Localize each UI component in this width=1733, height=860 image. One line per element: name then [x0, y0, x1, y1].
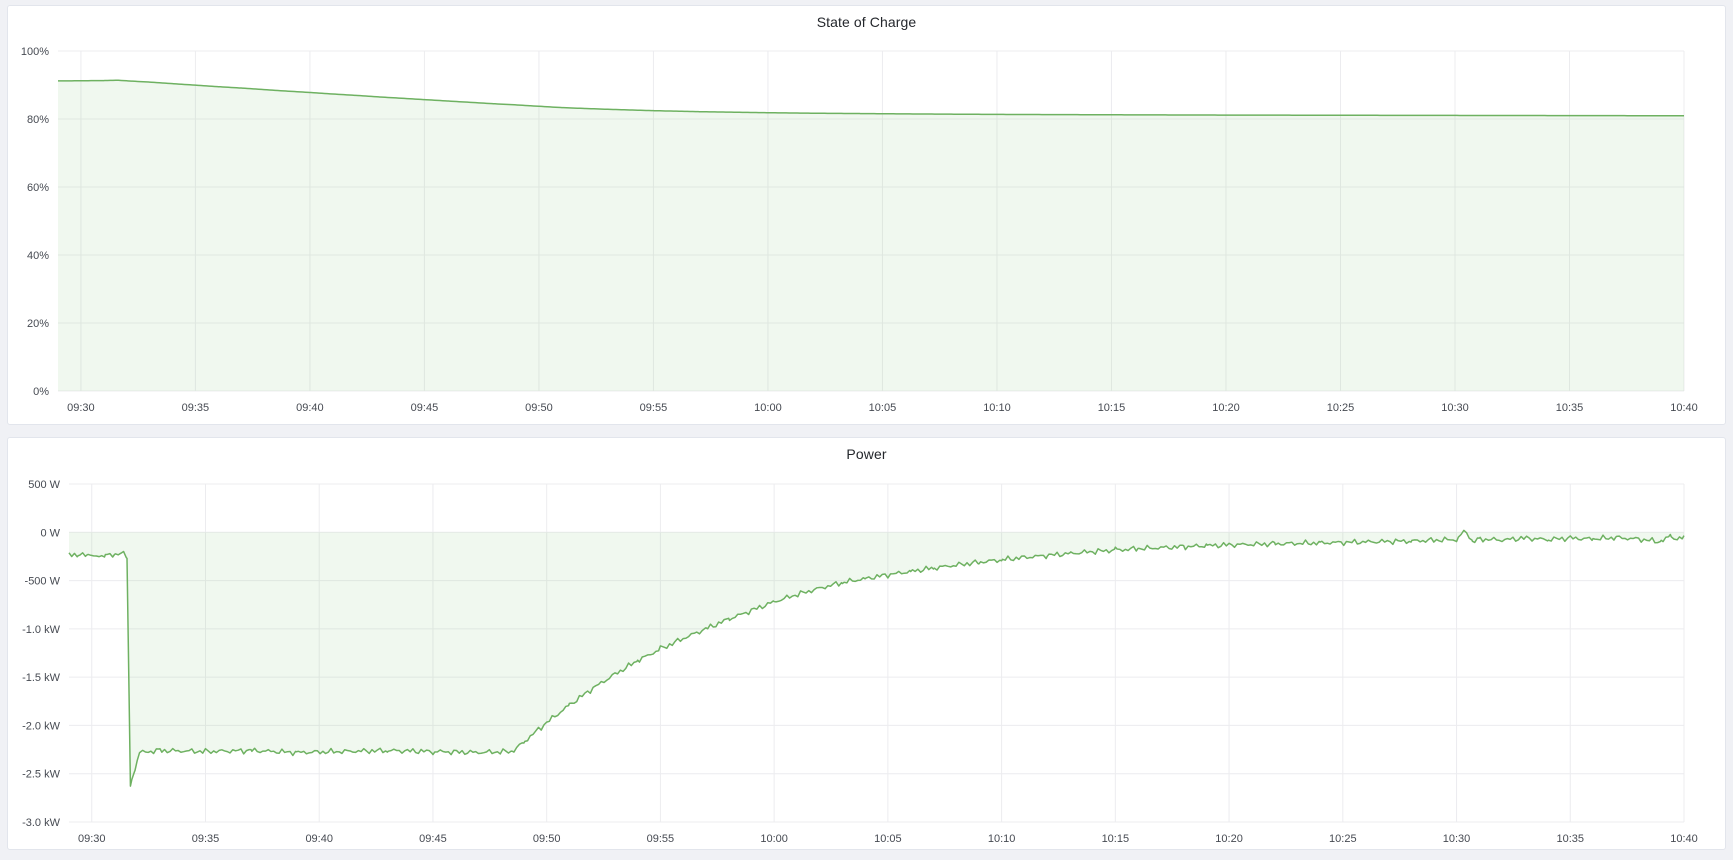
grid	[69, 483, 1685, 823]
y-axis-label: -500 W	[25, 576, 61, 588]
x-axis-label: 10:40	[1670, 833, 1698, 845]
x-axis-label: 10:00	[754, 402, 782, 414]
x-axis-label: 10:30	[1443, 833, 1471, 845]
series-fill	[58, 80, 1684, 392]
x-axis-label: 09:30	[78, 833, 106, 845]
x-axis-label: 09:55	[640, 402, 668, 414]
y-axis-label: -1.0 kW	[22, 624, 61, 636]
x-axis-label: 10:15	[1102, 833, 1130, 845]
y-axis-label: 500 W	[28, 479, 60, 491]
y-axis-label: 0 W	[40, 527, 60, 539]
y-axis-label: -3.0 kW	[22, 817, 61, 829]
x-axis-label: 09:50	[525, 402, 553, 414]
y-axis-label: 40%	[27, 250, 49, 262]
x-axis-label: 10:20	[1212, 402, 1240, 414]
panel-power: Power 500 W 0 W -500 W -1.0 kW -1.5 kW -2.0 k…	[7, 437, 1726, 850]
series-line	[57, 79, 1684, 117]
y-axis-label: -2.5 kW	[22, 769, 61, 781]
y-axis-label: -1.5 kW	[22, 672, 61, 684]
axis-labels: 100% 80% 60% 40% 20% 0% 09:30 09:35 09:40 09:45 09…	[21, 46, 1698, 414]
x-axis-label: 10:35	[1557, 833, 1585, 845]
x-axis-label: 10:20	[1215, 833, 1243, 845]
y-axis-label: -2.0 kW	[22, 720, 61, 732]
y-axis-label: 60%	[27, 182, 49, 194]
x-axis-label: 10:10	[988, 833, 1016, 845]
series-line	[68, 529, 1685, 787]
y-axis-label: 0%	[33, 386, 49, 398]
axis-labels: 500 W 0 W -500 W -1.0 kW -1.5 kW -2.0 kW -2.5 …	[22, 479, 1698, 845]
x-axis-label: 09:35	[182, 402, 210, 414]
x-axis-label: 10:05	[874, 833, 902, 845]
y-axis-label: 80%	[27, 114, 49, 126]
x-axis-label: 10:00	[760, 833, 788, 845]
x-axis-label: 09:45	[411, 402, 439, 414]
x-axis-label: 09:30	[67, 402, 95, 414]
x-axis-label: 10:25	[1327, 402, 1355, 414]
x-axis-label: 09:35	[192, 833, 220, 845]
x-axis-label: 10:25	[1329, 833, 1357, 845]
x-axis-label: 09:40	[305, 833, 333, 845]
panel-title-state-of-charge[interactable]: State of Charge	[816, 14, 917, 30]
x-axis-label: 10:40	[1670, 402, 1698, 414]
x-axis-label: 10:15	[1098, 402, 1126, 414]
y-axis-label: 100%	[21, 46, 49, 58]
x-axis-label: 09:50	[533, 833, 561, 845]
x-axis-label: 10:10	[983, 402, 1011, 414]
grid	[58, 50, 1685, 392]
state-of-charge-chart[interactable]: 100% 80% 60% 40% 20% 0% 09:30 09:35 09:40 09:45 09…	[8, 6, 1725, 424]
x-axis-label: 09:55	[647, 833, 675, 845]
x-axis-label: 10:05	[869, 402, 897, 414]
x-axis-label: 10:35	[1556, 402, 1584, 414]
x-axis-label: 09:40	[296, 402, 324, 414]
panel-state-of-charge: State of Charge 100% 80% 60% 40% 20% 0% 09:30 0…	[7, 5, 1726, 425]
power-chart[interactable]: 500 W 0 W -500 W -1.0 kW -1.5 kW -2.0 kW -2.5 …	[8, 438, 1725, 849]
x-axis-label: 09:45	[419, 833, 447, 845]
x-axis-label: 10:30	[1441, 402, 1469, 414]
y-axis-label: 20%	[27, 318, 49, 330]
panel-title-power[interactable]: Power	[846, 446, 887, 462]
series-fill	[69, 530, 1684, 787]
